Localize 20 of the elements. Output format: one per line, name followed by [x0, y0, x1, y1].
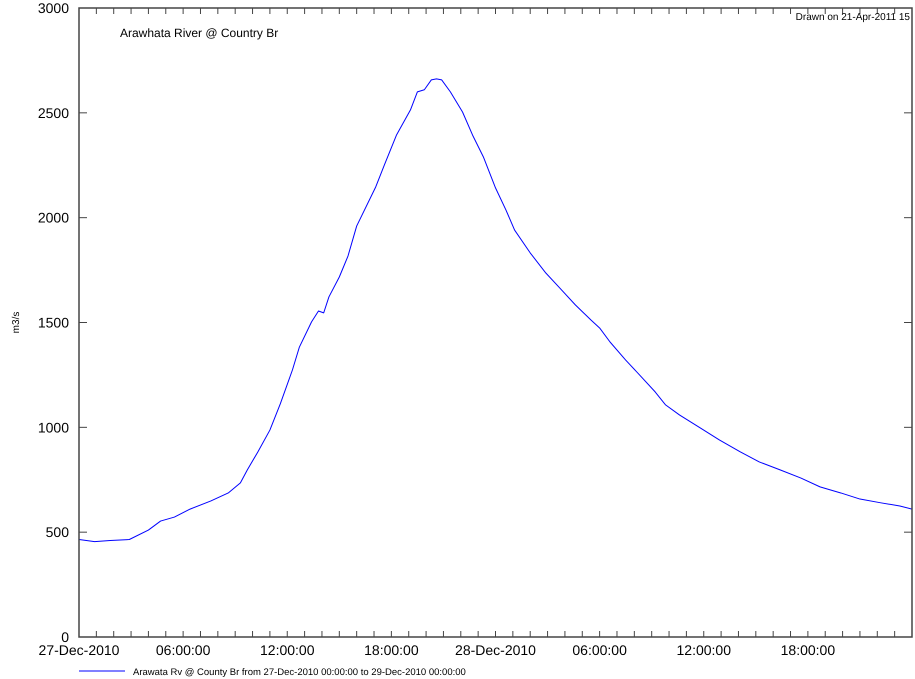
x-tick-label: 28-Dec-2010: [455, 642, 536, 658]
legend-label: Arawata Rv @ County Br from 27-Dec-2010 00:00:00 to 29-Dec-2010 00:00:00: [133, 667, 466, 678]
y-axis-title: m3/s: [11, 312, 22, 334]
y-tick-label: 3000: [38, 0, 70, 16]
y-tick-label: 500: [46, 524, 70, 540]
x-tick-label: 06:00:00: [156, 642, 211, 658]
annotation: Drawn on 21-Apr-2011 15: [796, 12, 910, 23]
y-tick-label: 0: [61, 629, 70, 645]
x-tick-label: 12:00:00: [676, 642, 732, 658]
text: Arawhata River @ Country Br: [120, 26, 278, 40]
y-tick-label: 1500: [38, 314, 70, 330]
x-tick-label: 12:00:00: [260, 642, 315, 658]
line-series: [78, 78, 912, 542]
x-tick-label: 18:00:00: [364, 642, 419, 658]
x-tick-label: 27-Dec-2010: [38, 642, 120, 658]
y-tick-label: 1000: [38, 419, 70, 436]
y-tick-label: 2000: [38, 210, 70, 226]
x-tick-label: 06:00:00: [572, 642, 628, 658]
x-tick-label: 18:00:00: [780, 642, 836, 658]
y-tick-label: 2500: [38, 104, 70, 121]
